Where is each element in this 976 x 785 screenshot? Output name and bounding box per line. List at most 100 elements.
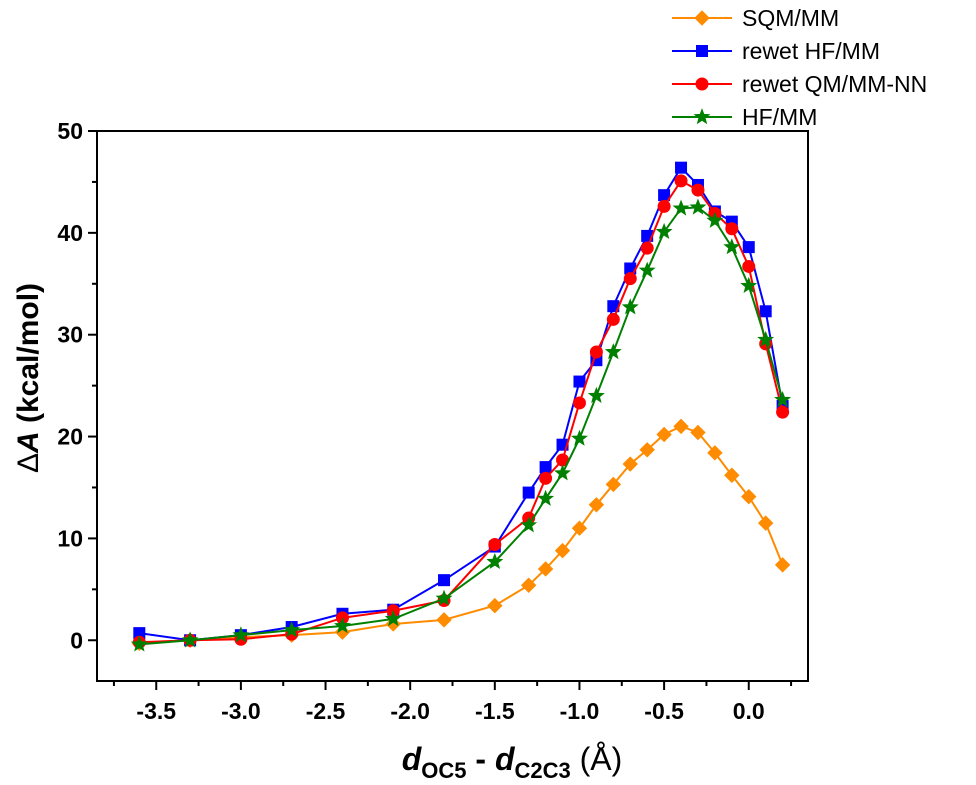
data-point-rewet-hf-mm <box>522 486 535 499</box>
data-point-sqm-mm <box>724 467 740 483</box>
data-point-rewet-hf-mm <box>675 161 688 174</box>
data-point-sqm-mm <box>639 442 655 458</box>
legend-marker <box>696 45 708 57</box>
x-tick-label: -3.0 <box>221 698 261 724</box>
series-line-rewet-qm-mm-nn <box>139 179 784 644</box>
x-tick-label: -2.5 <box>306 698 346 724</box>
x-axis-title: dOC5 - dC2C3 (Å) <box>402 741 623 783</box>
y-tick-label: 50 <box>57 118 83 144</box>
data-point-hf-mm <box>283 621 301 638</box>
x-axis-ticks: -3.5 -3.0 -2.5 -2.0 -1.5 -1.0 -0.5 0.0 <box>112 681 793 724</box>
series-group <box>130 161 792 652</box>
data-point-sqm-mm <box>757 515 774 531</box>
data-point-hf-mm <box>334 617 351 634</box>
y-axis-title-delta: Δ <box>12 453 45 473</box>
legend-item-hf-mm: HF/MM <box>672 104 817 130</box>
x-tick-label: -2.0 <box>390 698 430 724</box>
data-point-rewet-hf-mm <box>438 574 451 587</box>
x-tick-label: -1.0 <box>560 698 600 724</box>
y-tick-label: 10 <box>57 525 83 551</box>
data-point-sqm-mm <box>656 426 672 443</box>
data-point-sqm-mm <box>588 497 605 513</box>
data-point-rewet-qm-mm-nn <box>776 405 790 419</box>
y-axis-title-unit: (kcal/mol) <box>12 283 45 431</box>
data-point-hf-mm <box>655 222 673 240</box>
y-tick-label: 40 <box>57 220 83 246</box>
legend: SQM/MM rewet HF/MM rewet QM/MM-NN HF/MM <box>672 5 927 130</box>
data-point-rewet-hf-mm <box>573 375 586 388</box>
data-point-sqm-mm <box>774 557 791 573</box>
data-point-hf-mm <box>740 276 758 294</box>
series-line-rewet-hf-mm <box>139 166 784 642</box>
data-point-rewet-qm-mm-nn <box>488 538 502 552</box>
series-sqm-mm <box>131 418 791 652</box>
x-axis-title-unit: (Å) <box>571 741 623 777</box>
data-point-sqm-mm <box>537 561 554 577</box>
plot-frame <box>96 130 809 682</box>
data-point-hf-mm <box>130 635 148 652</box>
legend-item-sqm-mm: SQM/MM <box>672 5 839 31</box>
data-point-sqm-mm <box>622 456 638 472</box>
legend-marker <box>694 10 710 26</box>
x-axis-title-sub1: OC5 <box>421 758 466 783</box>
data-point-sqm-mm <box>673 418 689 435</box>
y-axis-title-var: A <box>12 431 45 454</box>
y-tick-label: 20 <box>57 424 83 450</box>
data-point-hf-mm <box>604 343 622 360</box>
data-point-sqm-mm <box>554 542 571 559</box>
data-point-rewet-qm-mm-nn <box>742 259 756 273</box>
series-rewet-qm-mm-nn <box>132 174 790 649</box>
data-point-sqm-mm <box>487 597 503 614</box>
data-point-rewet-qm-mm-nn <box>657 199 671 213</box>
data-point-hf-mm <box>706 211 724 228</box>
x-axis-title-var1: d <box>402 741 423 777</box>
data-point-rewet-qm-mm-nn <box>589 345 603 359</box>
y-tick-label: 30 <box>57 322 83 348</box>
data-point-sqm-mm <box>520 577 537 593</box>
data-point-sqm-mm <box>436 612 452 628</box>
x-axis-title-sub2: C2C3 <box>514 758 570 783</box>
x-tick-label: -0.5 <box>644 698 684 724</box>
data-point-rewet-hf-mm <box>539 461 552 474</box>
data-point-hf-mm <box>486 552 504 570</box>
legend-item-rewet-hf-mm: rewet HF/MM <box>672 38 880 64</box>
data-point-rewet-qm-mm-nn <box>640 241 654 255</box>
axes <box>96 130 809 682</box>
data-point-hf-mm <box>537 489 555 506</box>
data-point-hf-mm <box>232 626 250 643</box>
data-point-hf-mm <box>520 516 538 533</box>
data-point-hf-mm <box>181 631 199 648</box>
series-hf-mm <box>130 198 792 652</box>
data-point-hf-mm <box>672 199 690 216</box>
data-point-hf-mm <box>689 198 707 215</box>
legend-label: HF/MM <box>742 104 817 130</box>
data-point-hf-mm <box>571 429 588 446</box>
data-point-rewet-qm-mm-nn <box>623 272 637 286</box>
data-point-hf-mm <box>554 464 571 481</box>
y-axis-title: ΔA (kcal/mol) <box>12 283 45 473</box>
x-axis-title-var2: d <box>495 741 516 777</box>
y-axis-ticks: 0 10 20 30 40 50 <box>57 118 97 653</box>
data-point-hf-mm <box>384 609 402 627</box>
y-tick-label: 0 <box>70 627 83 653</box>
x-tick-label: -3.5 <box>136 698 176 724</box>
data-point-rewet-hf-mm <box>742 241 755 254</box>
x-tick-label: -1.5 <box>475 698 515 724</box>
legend-label: SQM/MM <box>742 5 839 31</box>
data-point-sqm-mm <box>690 424 706 441</box>
data-point-sqm-mm <box>741 488 757 505</box>
data-point-hf-mm <box>723 238 741 255</box>
data-point-hf-mm <box>621 298 639 315</box>
data-point-rewet-qm-mm-nn <box>539 471 553 485</box>
data-point-rewet-qm-mm-nn <box>691 183 705 197</box>
data-point-rewet-qm-mm-nn <box>674 174 688 188</box>
x-tick-label: 0.0 <box>733 698 765 724</box>
legend-label: rewet QM/MM-NN <box>742 71 927 97</box>
data-point-hf-mm <box>757 330 775 347</box>
data-point-hf-mm <box>638 261 656 278</box>
legend-label: rewet HF/MM <box>742 38 880 64</box>
series-line-sqm-mm <box>139 425 784 645</box>
x-axis-title-sep: - <box>467 741 495 777</box>
data-point-sqm-mm <box>571 520 588 536</box>
